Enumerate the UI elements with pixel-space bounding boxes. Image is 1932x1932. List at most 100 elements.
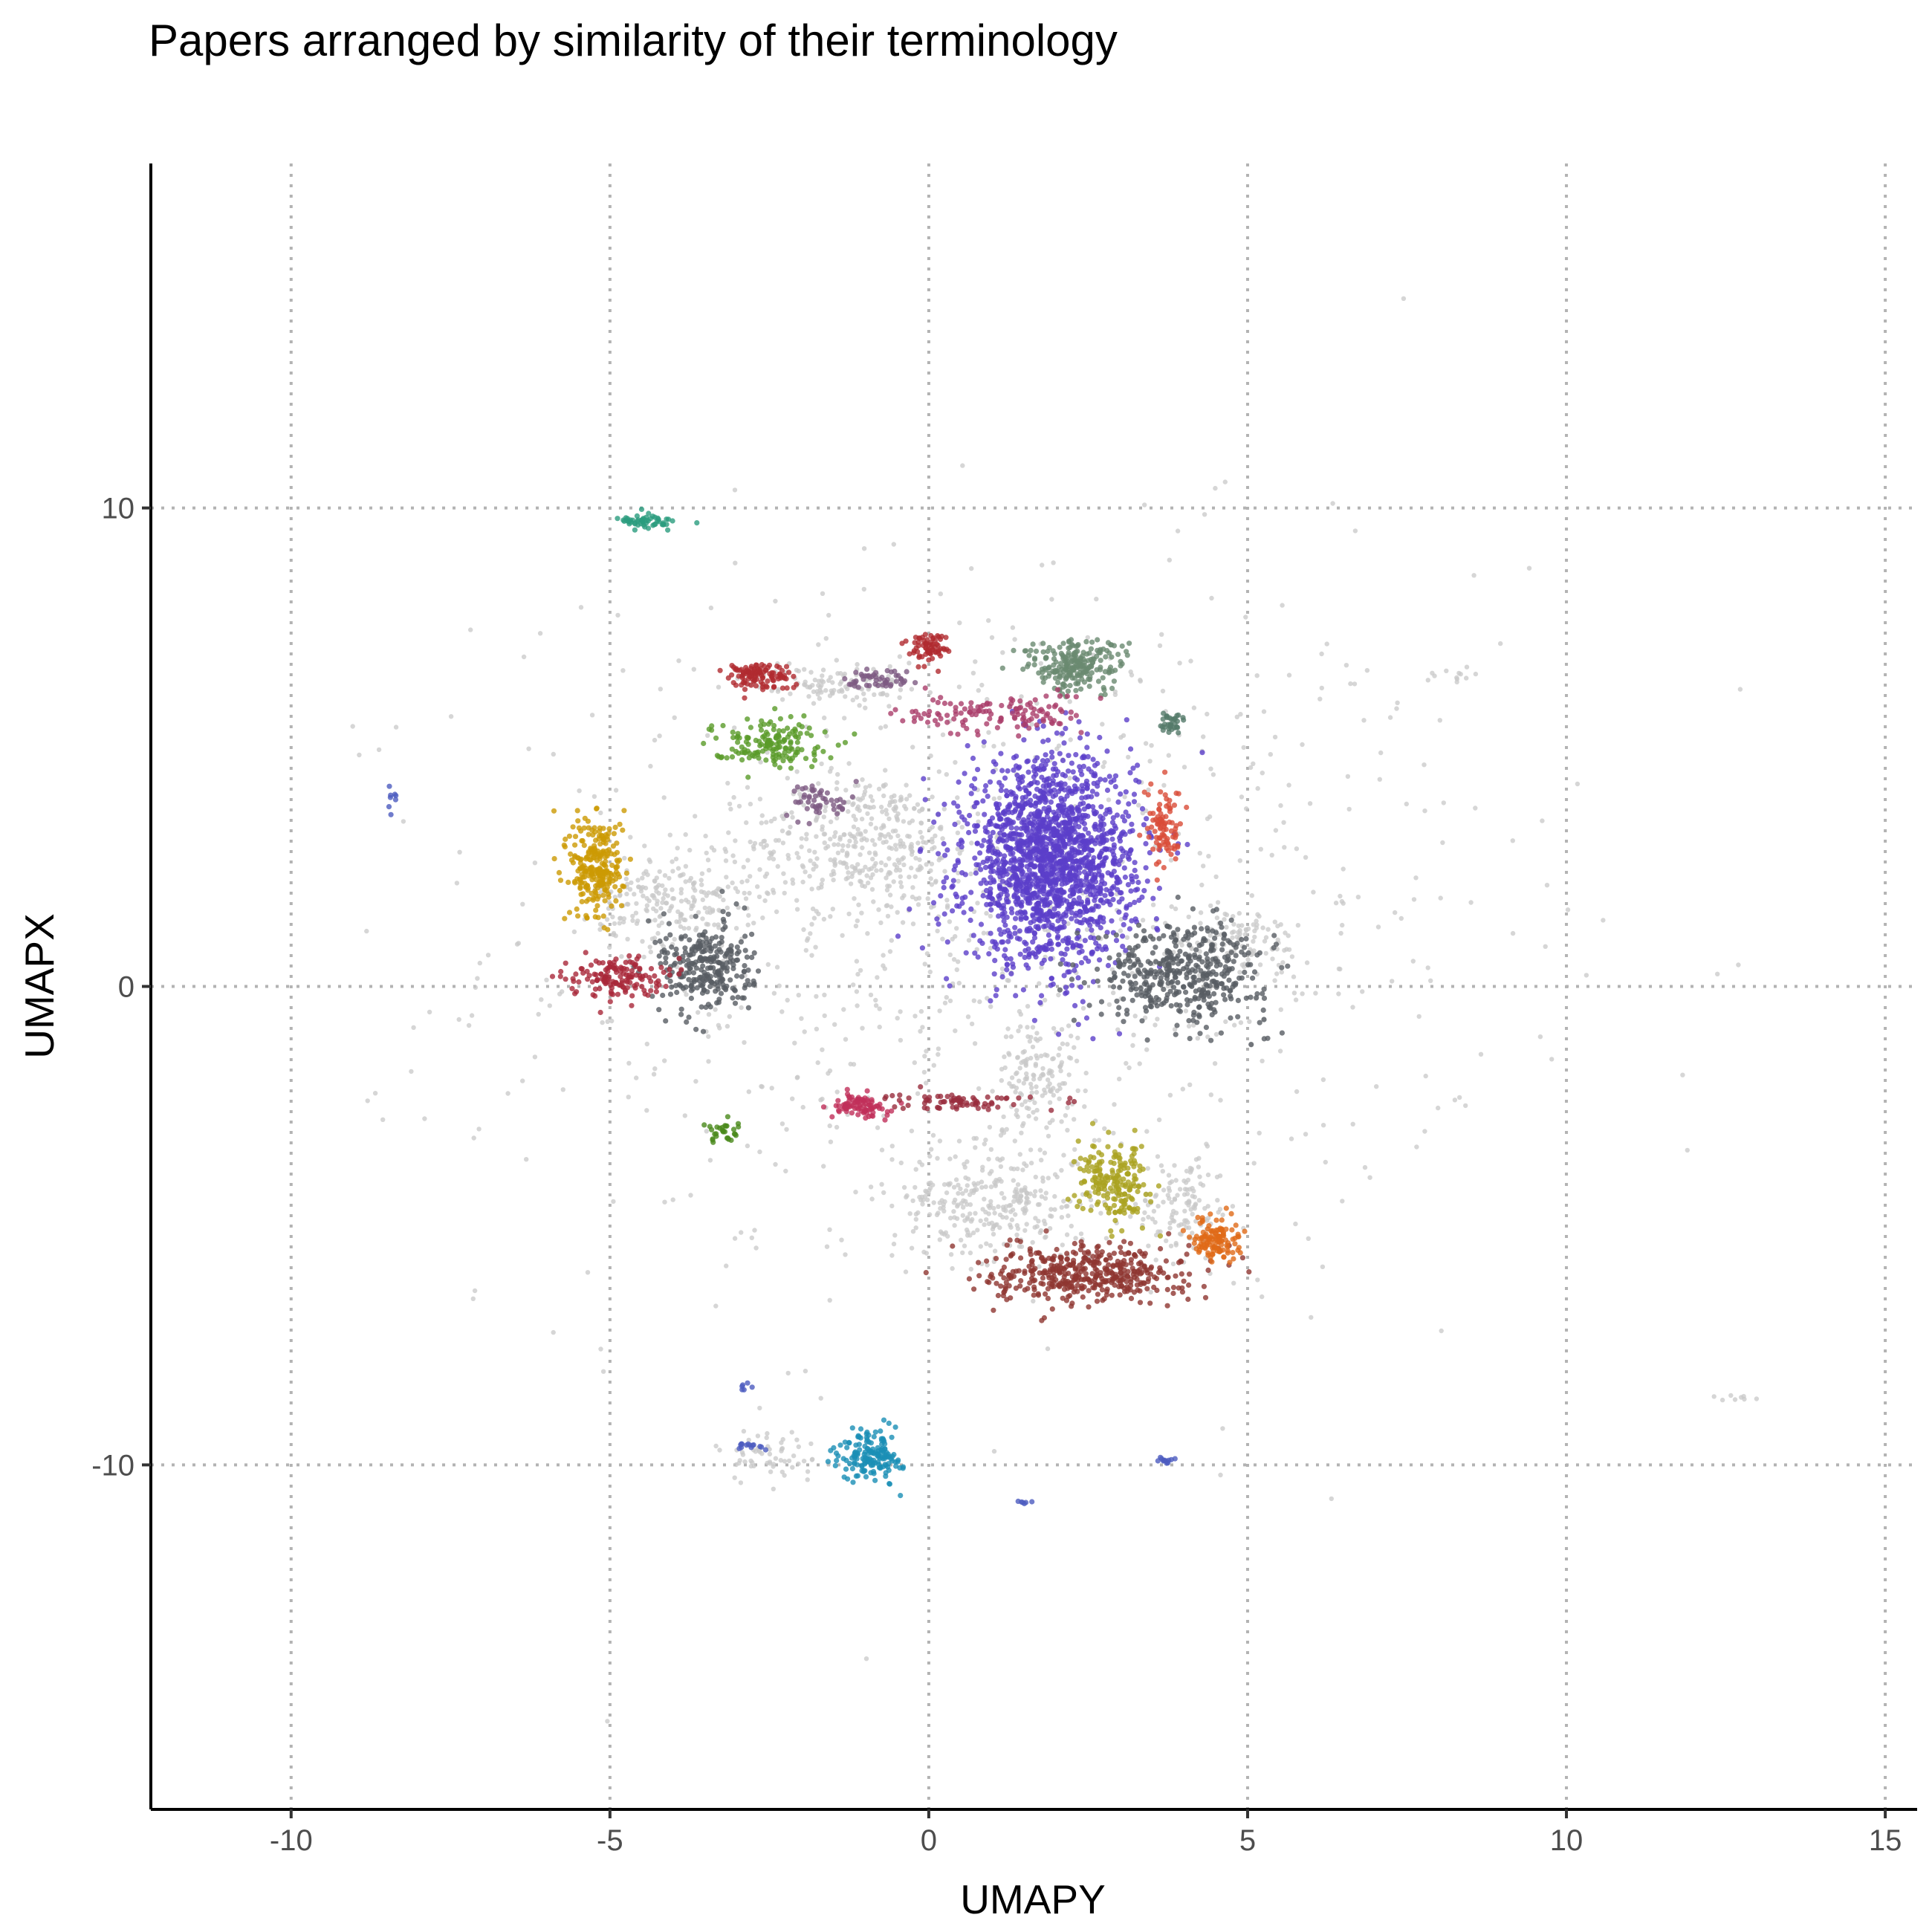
scatter-point — [1066, 753, 1072, 759]
scatter-point — [892, 793, 897, 799]
scatter-point — [1047, 1120, 1053, 1126]
scatter-point — [1175, 850, 1181, 856]
scatter-point — [1187, 998, 1193, 1004]
scatter-point — [1112, 784, 1118, 790]
scatter-point — [965, 821, 970, 827]
scatter-point — [941, 884, 947, 891]
scatter-point — [1004, 1127, 1009, 1132]
scatter-point — [620, 668, 626, 673]
scatter-point — [993, 987, 999, 993]
scatter-point — [1300, 991, 1305, 996]
scatter-point — [1003, 788, 1009, 794]
scatter-point — [842, 716, 847, 721]
scatter-point — [1338, 930, 1343, 936]
scatter-point — [1098, 1011, 1104, 1017]
scatter-point — [1283, 930, 1288, 936]
scatter-point — [1060, 957, 1066, 963]
scatter-point — [753, 1245, 759, 1251]
scatter-point — [936, 769, 942, 774]
scatter-point — [965, 1176, 971, 1181]
scatter-point — [1034, 1084, 1039, 1089]
scatter-point — [832, 871, 837, 877]
scatter-point — [1031, 1109, 1036, 1115]
scatter-point — [780, 1436, 785, 1442]
scatter-point — [779, 1469, 785, 1475]
scatter-point — [1175, 979, 1181, 985]
scatter-point — [1056, 992, 1061, 998]
scatter-point — [865, 811, 870, 817]
scatter-point — [686, 899, 691, 905]
scatter-point — [733, 926, 739, 931]
scatter-point — [617, 892, 623, 898]
scatter-point — [900, 920, 906, 925]
scatter-point — [805, 1477, 810, 1482]
scatter-point — [1086, 766, 1092, 772]
scatter-point — [901, 844, 907, 849]
scatter-point — [1029, 722, 1034, 727]
scatter-point — [1205, 1204, 1210, 1209]
scatter-point — [952, 1222, 957, 1228]
scatter-point — [1040, 852, 1046, 858]
scatter-point — [913, 855, 918, 861]
scatter-point — [1068, 737, 1073, 742]
scatter-point — [1291, 974, 1297, 979]
scatter-point — [684, 1019, 690, 1025]
scatter-point — [1153, 1022, 1158, 1028]
scatter-point — [1052, 1207, 1057, 1212]
scatter-point — [1098, 814, 1103, 820]
scatter-point — [1146, 787, 1151, 793]
scatter-point — [658, 906, 664, 911]
scatter-point — [748, 801, 753, 807]
scatter-point — [1076, 943, 1082, 949]
scatter-point — [1090, 1036, 1096, 1042]
scatter-point — [1073, 752, 1079, 758]
scatter-point — [1454, 675, 1459, 681]
scatter-point — [635, 878, 641, 883]
scatter-point — [1143, 741, 1149, 746]
scatter-point — [896, 860, 902, 866]
scatter-point — [1023, 801, 1029, 807]
scatter-point — [1045, 737, 1051, 743]
scatter-point — [834, 780, 840, 785]
scatter-point — [833, 830, 838, 835]
scatter-point — [640, 875, 645, 881]
scatter-point — [993, 993, 999, 999]
scatter-point — [986, 1156, 991, 1162]
scatter-point — [1088, 892, 1094, 898]
scatter-point — [690, 895, 696, 900]
scatter-point — [962, 771, 967, 777]
scatter-point — [1085, 635, 1091, 641]
scatter-point — [820, 1047, 825, 1052]
scatter-point — [1033, 1063, 1039, 1069]
scatter-point — [746, 912, 751, 918]
scatter-point — [1008, 831, 1014, 837]
scatter-point — [821, 916, 827, 922]
scatter-point — [935, 1155, 940, 1161]
scatter-point — [1182, 1208, 1187, 1214]
scatter-point — [745, 878, 750, 884]
scatter-point — [956, 878, 961, 884]
scatter-point — [820, 673, 825, 678]
scatter-point — [1020, 839, 1026, 845]
scatter-point — [1075, 1088, 1080, 1094]
scatter-point — [661, 911, 667, 917]
scatter-point — [997, 886, 1003, 892]
scatter-point — [1205, 711, 1210, 717]
scatter-point — [686, 962, 692, 967]
scatter-point — [1118, 791, 1124, 797]
scatter-point — [678, 911, 684, 917]
scatter-point — [892, 799, 898, 804]
scatter-point — [1020, 1167, 1025, 1173]
scatter-point — [794, 667, 800, 673]
scatter-point — [1205, 1172, 1211, 1178]
scatter-point — [1262, 939, 1268, 944]
scatter-point — [985, 1262, 990, 1268]
scatter-point — [1196, 1004, 1202, 1010]
scatter-point — [580, 891, 586, 897]
scatter-point — [1175, 927, 1181, 933]
scatter-point — [1121, 865, 1127, 871]
scatter-point — [790, 877, 795, 883]
scatter-point — [667, 832, 672, 837]
scatter-point — [1175, 1193, 1180, 1198]
scatter-point — [688, 875, 694, 881]
